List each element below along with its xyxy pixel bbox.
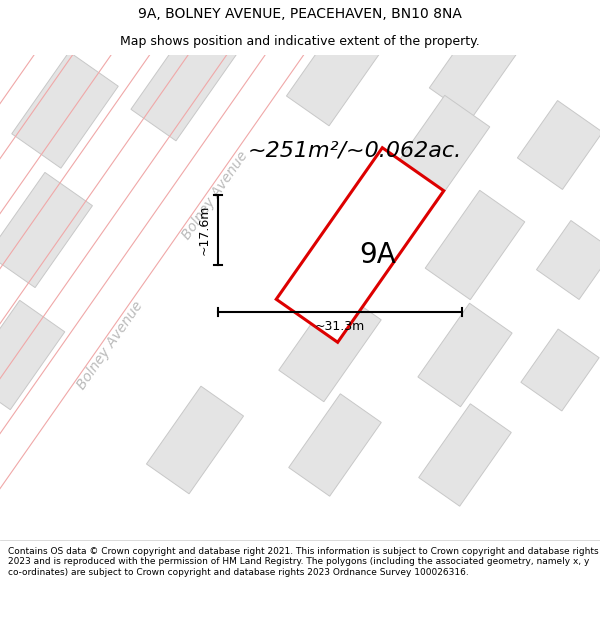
Polygon shape (286, 18, 383, 126)
Text: Contains OS data © Crown copyright and database right 2021. This information is : Contains OS data © Crown copyright and d… (8, 547, 599, 577)
Text: Bolney Avenue: Bolney Avenue (74, 298, 146, 392)
Polygon shape (521, 329, 599, 411)
Polygon shape (517, 101, 600, 189)
Polygon shape (418, 303, 512, 407)
Polygon shape (12, 52, 118, 168)
Polygon shape (276, 148, 444, 342)
Polygon shape (131, 19, 239, 141)
Polygon shape (425, 191, 525, 299)
Polygon shape (289, 394, 381, 496)
Polygon shape (279, 288, 381, 402)
Polygon shape (146, 386, 244, 494)
Text: ~251m²/~0.062ac.: ~251m²/~0.062ac. (248, 140, 462, 160)
Polygon shape (430, 18, 521, 118)
Polygon shape (536, 221, 600, 299)
Polygon shape (419, 404, 511, 506)
Text: ~31.3m: ~31.3m (315, 319, 365, 332)
Polygon shape (390, 96, 490, 204)
Text: Bolney Avenue: Bolney Avenue (179, 148, 251, 242)
Text: 9A, BOLNEY AVENUE, PEACEHAVEN, BN10 8NA: 9A, BOLNEY AVENUE, PEACEHAVEN, BN10 8NA (138, 7, 462, 21)
Polygon shape (0, 173, 92, 288)
Text: Map shows position and indicative extent of the property.: Map shows position and indicative extent… (120, 35, 480, 48)
Text: 9A: 9A (359, 241, 397, 269)
Text: ~17.6m: ~17.6m (197, 205, 211, 255)
Polygon shape (0, 301, 65, 409)
